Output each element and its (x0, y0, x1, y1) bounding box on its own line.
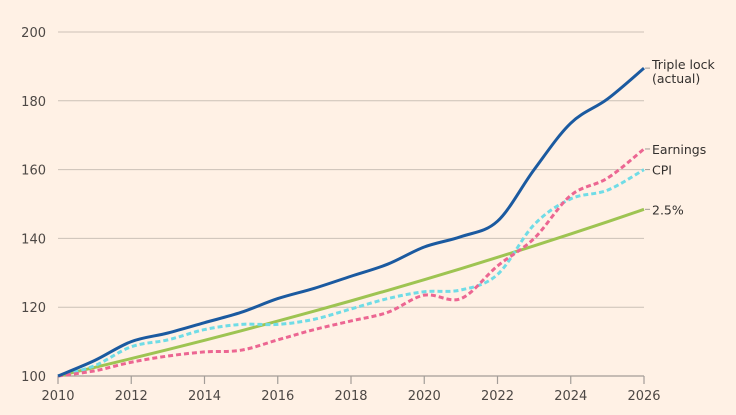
y-tick-label: 100 (21, 370, 46, 385)
series-lines (57, 66, 650, 378)
series-label-triple-lock: Triple lock (actual) (651, 57, 719, 86)
x-tick-label: 2026 (627, 389, 660, 404)
series-label-line: (actual) (652, 71, 700, 86)
series-line-2-5 (57, 207, 645, 378)
series-label-line: Earnings (652, 142, 706, 157)
x-tick-label: 2022 (481, 389, 514, 404)
y-tick-label: 140 (21, 232, 46, 247)
series-line-earnings (57, 147, 645, 378)
x-axis (57, 375, 645, 384)
x-axis-ticks: 2010 2012 2014 2016 2018 2020 2022 2024 … (41, 389, 660, 404)
series-label-line: CPI (652, 163, 672, 178)
y-tick-label: 160 (21, 164, 46, 179)
x-tick-label: 2012 (115, 389, 148, 404)
gridlines (58, 31, 644, 308)
series-label-2-5-percent: 2.5% (652, 202, 684, 217)
x-tick-label: 2018 (334, 389, 367, 404)
series-labels: Triple lock (actual) Earnings CPI 2.5% (651, 57, 719, 217)
y-tick-label: 120 (21, 301, 46, 316)
x-tick-label: 2024 (554, 389, 587, 404)
y-tick-label: 200 (21, 26, 46, 41)
y-tick-label: 180 (21, 95, 46, 110)
series-label-line: 2.5% (652, 202, 684, 217)
x-tick-label: 2016 (261, 389, 294, 404)
series-line-cpi (57, 168, 645, 378)
series-label-cpi: CPI (652, 163, 672, 178)
x-tick-label: 2010 (41, 389, 74, 404)
series-label-line: Triple lock (651, 57, 715, 72)
series-label-earnings: Earnings (652, 142, 706, 157)
series-line-triple-lock (57, 66, 645, 378)
x-tick-label: 2014 (188, 389, 221, 404)
x-tick-label: 2020 (408, 389, 441, 404)
y-axis-ticks: 100 120 140 160 180 200 (21, 26, 46, 385)
